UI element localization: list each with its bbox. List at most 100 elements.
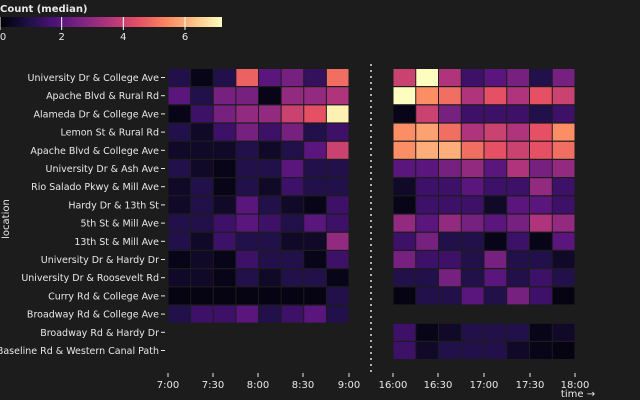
heatmap-cell [259, 69, 281, 86]
heatmap-cell [326, 214, 349, 232]
heatmap-cell [507, 323, 529, 341]
x-tick-label: 8:00 [247, 380, 269, 391]
heatmap-cell [304, 87, 326, 105]
y-axis-label: location [1, 199, 12, 239]
heatmap-cell [304, 305, 326, 323]
heatmap-cell [507, 251, 529, 268]
heatmap-cell [552, 269, 575, 287]
heatmap-cell [507, 214, 529, 232]
heatmap-cell [530, 323, 552, 341]
heatmap-cell [213, 232, 236, 250]
heatmap-cell [304, 178, 326, 196]
heatmap-cell [304, 287, 326, 305]
heatmap-cell [530, 251, 552, 268]
heatmap-cell [461, 69, 484, 86]
heatmap-cell [530, 87, 552, 105]
heatmap-cell [461, 232, 484, 250]
legend-colorbar [0, 17, 222, 27]
y-tick-label: 13th St & Mill Ave [74, 237, 159, 248]
heatmap-cell [168, 160, 191, 177]
heatmap-cell [236, 232, 259, 250]
y-tick-label: Apache Blvd & Rural Rd [46, 91, 159, 102]
color-legend: Count (median) 0 2 4 6 [0, 4, 222, 43]
heatmap-cell [304, 69, 326, 86]
heatmap-cell [168, 214, 191, 232]
heatmap-cell [416, 232, 438, 250]
heatmap-cell [484, 69, 507, 86]
heatmap-cell [439, 69, 461, 86]
heatmap-cell [259, 287, 281, 305]
y-tick-label: Hardy Dr & 13th St [68, 200, 159, 211]
heatmap-cell [191, 141, 213, 159]
heatmap-cell [191, 214, 213, 232]
heatmap-cell [552, 69, 575, 86]
heatmap-cell [259, 141, 281, 159]
heatmap-cell [416, 323, 438, 341]
legend-tick-label: 0 [0, 32, 6, 43]
heatmap-cell [259, 232, 281, 250]
heatmap-cell [416, 342, 438, 359]
heatmap-cell [484, 141, 507, 159]
heatmap-cell [213, 69, 236, 86]
heatmap-cell [259, 178, 281, 196]
heatmap-cell [236, 196, 259, 214]
heatmap-cell [393, 87, 416, 105]
heatmap-cell [213, 178, 236, 196]
heatmap-cell [393, 105, 416, 123]
heatmap-cell [259, 87, 281, 105]
y-tick-label: Broadway Rd & Hardy Dr [40, 328, 159, 339]
heatmap-cell [281, 160, 304, 177]
heatmap-cell [439, 342, 461, 359]
heatmap-cell [552, 232, 575, 250]
heatmap-cell [168, 178, 191, 196]
heatmap-cell [530, 214, 552, 232]
heatmap-cell [393, 287, 416, 305]
heatmap-cell [236, 141, 259, 159]
heatmap-cell [326, 251, 349, 268]
heatmap-cell [461, 160, 484, 177]
heatmap-cell [484, 214, 507, 232]
heatmap-cell [236, 160, 259, 177]
heatmap-cell [191, 269, 213, 287]
heatmap-cell [484, 87, 507, 105]
heatmap-cell [281, 178, 304, 196]
heatmap-cell [213, 87, 236, 105]
heatmap-cell [552, 123, 575, 141]
y-tick-label: Baseline Rd & Western Canal Path [0, 346, 159, 357]
heatmap-cell [326, 69, 349, 86]
heatmap-cell [461, 323, 484, 341]
heatmap-cell [236, 269, 259, 287]
heatmap-cell [326, 87, 349, 105]
x-tick-label: 16:00 [379, 380, 408, 391]
heatmap-cell [168, 105, 191, 123]
heatmap-cell [326, 287, 349, 305]
heatmap-cell [416, 141, 438, 159]
heatmap-cell [236, 287, 259, 305]
heatmap-cell [236, 87, 259, 105]
legend-ticks: 0 2 4 6 [0, 17, 188, 43]
legend-tick-label: 2 [58, 32, 64, 43]
legend-tick-label: 4 [120, 32, 126, 43]
heatmap-cell [259, 269, 281, 287]
heatmap-cell [281, 214, 304, 232]
heatmap-cell [552, 251, 575, 268]
heatmap-cell [552, 160, 575, 177]
heatmap-cell [213, 105, 236, 123]
heatmap-cell [281, 251, 304, 268]
x-tick-label: 18:00 [561, 380, 590, 391]
heatmap-cell [484, 123, 507, 141]
heatmap-cell [484, 342, 507, 359]
heatmap-cell [530, 141, 552, 159]
heatmap-cell [281, 287, 304, 305]
y-tick-label: Alameda Dr & College Ave [34, 109, 160, 120]
heatmap-cell [484, 287, 507, 305]
heatmap-cell [168, 305, 191, 323]
heatmap-cell [326, 269, 349, 287]
heatmap-cell [393, 251, 416, 268]
heatmap-cell [259, 123, 281, 141]
heatmap-cell [213, 287, 236, 305]
heatmap-cell [191, 251, 213, 268]
x-tick-label: 16:30 [424, 380, 453, 391]
heatmap-cell [530, 196, 552, 214]
heatmap-cell [393, 160, 416, 177]
